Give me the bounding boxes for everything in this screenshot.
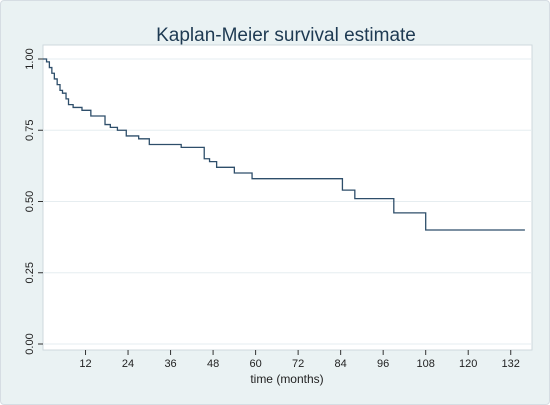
y-tick-label: 0.75 (24, 120, 36, 141)
x-tick-label: 108 (417, 358, 435, 370)
x-tick-label: 12 (79, 358, 91, 370)
x-tick-label: 72 (292, 358, 304, 370)
survival-curve (43, 58, 525, 231)
x-tick-label: 60 (249, 358, 261, 370)
x-tick-label: 24 (122, 358, 134, 370)
x-axis: 12 24 36 48 60 72 84 96 108 120 132 (79, 350, 520, 370)
x-tick-label: 96 (377, 358, 389, 370)
x-axis-label: time (months) (250, 372, 323, 386)
x-tick-label: 84 (335, 358, 347, 370)
y-tick-label: 0.25 (24, 262, 36, 283)
x-tick-label: 36 (164, 358, 176, 370)
y-tick-label: 0.00 (24, 333, 36, 354)
plot-area (42, 44, 533, 351)
chart-title: Kaplan-Meier survival estimate (156, 25, 416, 46)
x-tick-label: 132 (502, 358, 520, 370)
x-tick-label: 48 (207, 358, 219, 370)
y-tick-label: 1.00 (24, 48, 36, 69)
y-tick-label: 0.50 (24, 191, 36, 212)
y-axis: 0.00 0.25 0.50 0.75 1.00 (24, 48, 43, 355)
x-tick-label: 120 (459, 358, 477, 370)
